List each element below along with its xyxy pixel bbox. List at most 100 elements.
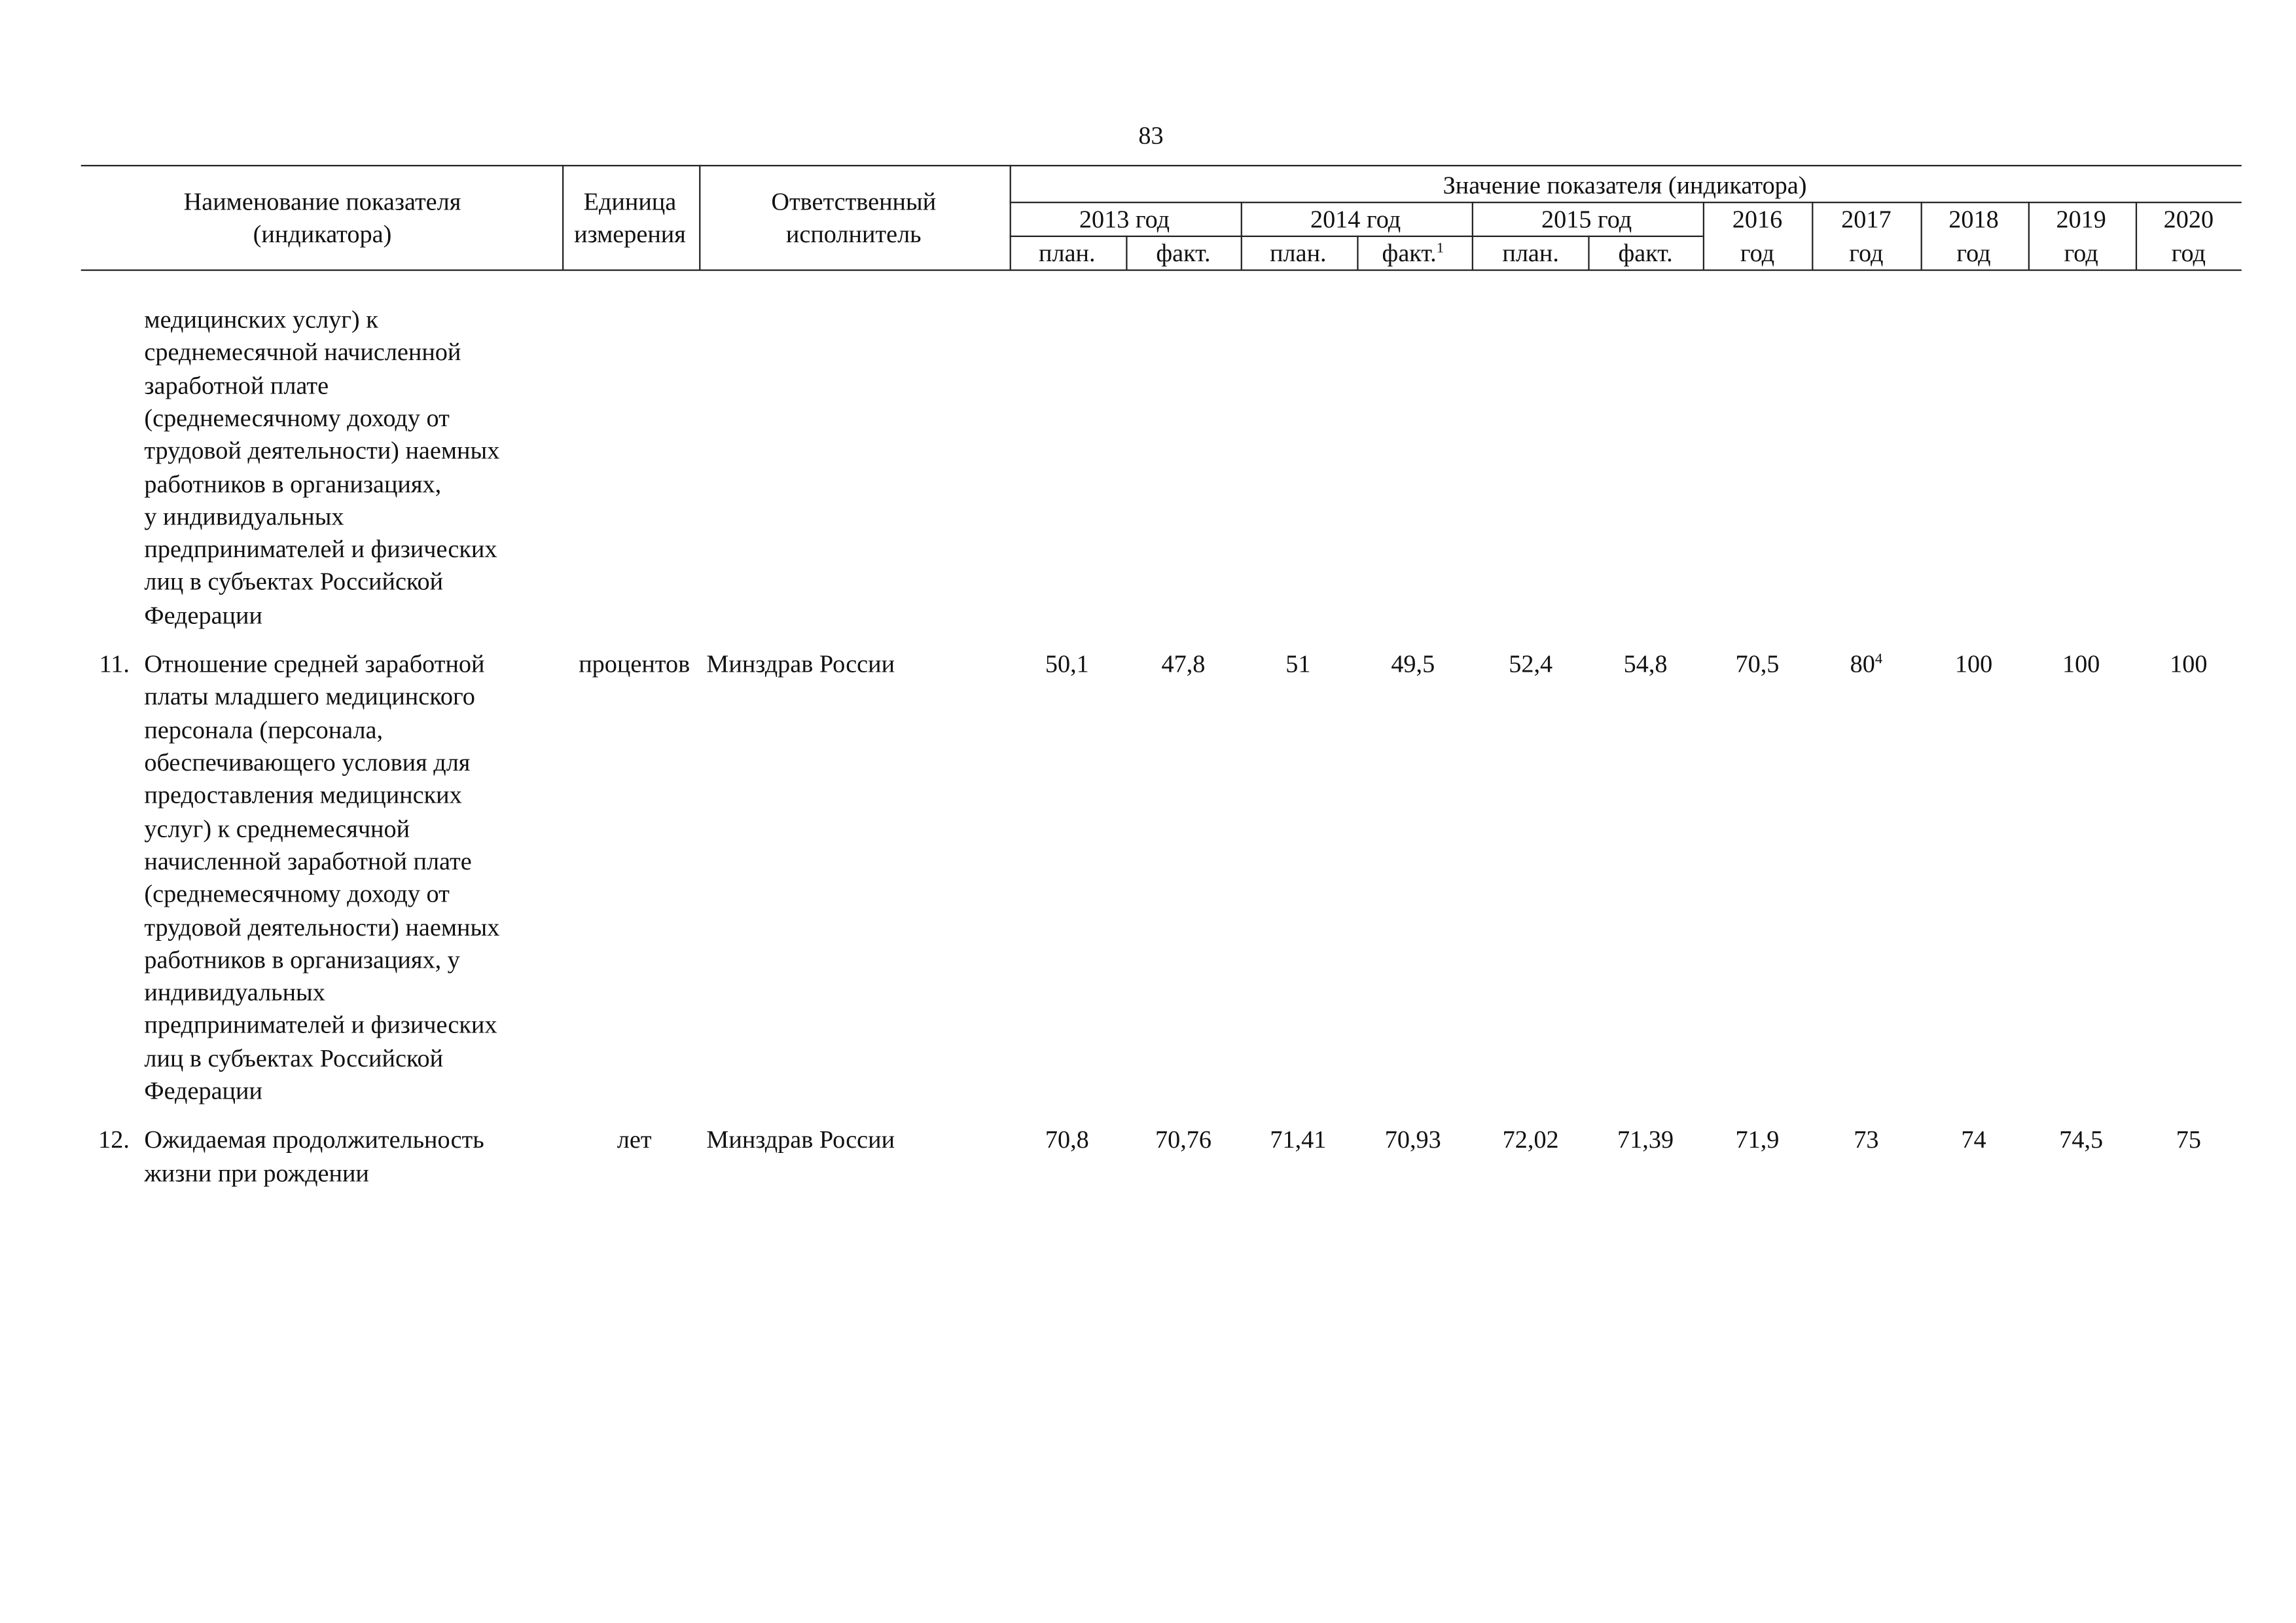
row-value: 70,76 bbox=[1155, 1127, 1211, 1152]
header-executor: Ответственный bbox=[771, 187, 937, 216]
row-name: жизни при рождении bbox=[144, 1159, 369, 1187]
rule bbox=[1126, 235, 1128, 270]
footnote-mark: 4 bbox=[1874, 651, 1883, 668]
header-subhead: план. bbox=[1039, 241, 1096, 266]
row-name: предпринимателей и физических bbox=[144, 1011, 497, 1040]
cell-text: 54,8 bbox=[1623, 650, 1668, 678]
row-value: 100 bbox=[1955, 651, 1992, 676]
cell-text: 51 bbox=[1285, 650, 1311, 678]
cell-text: 71,41 bbox=[1270, 1126, 1327, 1154]
header-year-unit: год bbox=[2064, 239, 2098, 268]
cell-text: 100 bbox=[2170, 650, 2208, 678]
header-name: Наименование показателя bbox=[183, 187, 461, 216]
row-name: персонала (персонала, bbox=[144, 716, 384, 744]
cell-text: факт. bbox=[1156, 239, 1211, 268]
cell-text: 70,8 bbox=[1045, 1126, 1089, 1154]
rule bbox=[1009, 235, 1703, 238]
header-year: 2019 bbox=[2056, 205, 2106, 234]
rule bbox=[1920, 202, 1922, 270]
row-name: медицинских услуг) к bbox=[144, 305, 378, 334]
row-name: Отношение средней заработной bbox=[144, 650, 485, 678]
row-value: 73 bbox=[1854, 1127, 1878, 1152]
cell-text: 75 bbox=[2176, 1126, 2201, 1154]
row-name: (среднемесячному доходу от bbox=[144, 880, 450, 908]
row-name: лиц в субъектах Российской bbox=[144, 1044, 444, 1072]
row-value: 75 bbox=[2176, 1127, 2201, 1152]
row-value: 70,5 bbox=[1736, 651, 1780, 676]
header-year-unit: год bbox=[2171, 239, 2206, 268]
rule bbox=[1471, 202, 1473, 270]
cell-text: 49,5 bbox=[1391, 650, 1435, 678]
row-value: 71,39 bbox=[1617, 1127, 1674, 1152]
rule bbox=[1240, 202, 1242, 270]
cell-text: план. bbox=[1502, 239, 1559, 268]
rule bbox=[562, 164, 564, 270]
cell-text: план. bbox=[1039, 239, 1096, 268]
row-name: Федерации bbox=[144, 1076, 262, 1105]
rule bbox=[1812, 202, 1814, 270]
row-name: индивидуальных bbox=[144, 978, 325, 1007]
row-name: предпринимателей и физических bbox=[144, 535, 497, 564]
cell-text: 70,76 bbox=[1155, 1126, 1211, 1154]
row-name: услуг) к среднемесячной bbox=[144, 814, 410, 843]
row-name: обеспечивающего условия для bbox=[144, 748, 471, 777]
row-value: 74 bbox=[1961, 1127, 1986, 1152]
cell-text: 72,02 bbox=[1502, 1126, 1559, 1154]
header-year-unit: год bbox=[1740, 239, 1775, 268]
header-year: 2015 год bbox=[1541, 205, 1632, 234]
row-value: 54,8 bbox=[1624, 651, 1668, 676]
header-name: (индикатора) bbox=[253, 220, 392, 248]
cell-text: 100 bbox=[1954, 650, 1993, 678]
row-value: 72,02 bbox=[1503, 1127, 1559, 1152]
row-name: трудовой деятельности) наемных bbox=[144, 913, 500, 941]
header-values-title: Значение показателя (индикатора) bbox=[1443, 171, 1807, 200]
row-name: трудовой деятельности) наемных bbox=[144, 437, 500, 465]
rule bbox=[1702, 202, 1705, 270]
page-number: 83 bbox=[1138, 121, 1164, 150]
cell-text: 47,8 bbox=[1161, 650, 1206, 678]
row-executor: Минздрав России bbox=[706, 1126, 895, 1154]
header-subhead: факт.1 bbox=[1382, 241, 1444, 266]
header-subhead: план. bbox=[1270, 241, 1327, 266]
cell-text: факт. bbox=[1382, 239, 1437, 268]
header-year: 2020 bbox=[2163, 205, 2214, 234]
row-value: 804 bbox=[1850, 651, 1882, 676]
header-unit: Единица bbox=[583, 187, 677, 216]
rule bbox=[1009, 164, 1011, 270]
cell-text: 50,1 bbox=[1045, 650, 1089, 678]
row-value: 71,9 bbox=[1736, 1127, 1780, 1152]
row-name: заработной плате bbox=[144, 371, 329, 399]
header-year: 2017 bbox=[1841, 205, 1892, 234]
cell-text: факт. bbox=[1618, 239, 1673, 268]
row-value: 51 bbox=[1285, 651, 1310, 676]
header-year: 2016 bbox=[1732, 205, 1783, 234]
row-value: 74,5 bbox=[2059, 1127, 2103, 1152]
row-name: платы младшего медицинского bbox=[144, 683, 475, 711]
cell-text: 73 bbox=[1854, 1126, 1879, 1154]
row-value: 49,5 bbox=[1391, 651, 1435, 676]
rule bbox=[1588, 235, 1590, 270]
row-value: 52,4 bbox=[1509, 651, 1552, 676]
row-name: у индивидуальных bbox=[144, 502, 344, 531]
rule bbox=[699, 164, 701, 270]
rule bbox=[1009, 202, 2242, 204]
rule bbox=[1357, 235, 1359, 270]
header-subhead: факт. bbox=[1156, 241, 1210, 266]
header-year: 2018 bbox=[1948, 205, 1999, 234]
cell-text: 52,4 bbox=[1509, 650, 1553, 678]
row-name: предоставления медицинских bbox=[144, 781, 462, 810]
row-value: 47,8 bbox=[1162, 651, 1206, 676]
row-name: Ожидаемая продолжительность bbox=[144, 1126, 484, 1154]
header-year: 2013 год bbox=[1079, 205, 1170, 234]
header-subhead: план. bbox=[1502, 241, 1559, 266]
cell-text: план. bbox=[1270, 239, 1327, 268]
cell-text: 100 bbox=[2062, 650, 2100, 678]
row-name: среднемесячной начисленной bbox=[144, 338, 461, 367]
header-unit: измерения bbox=[574, 220, 686, 248]
row-name: (среднемесячному доходу от bbox=[144, 404, 450, 432]
cell-text: 71,39 bbox=[1617, 1126, 1674, 1154]
cell-text: 70,93 bbox=[1384, 1126, 1441, 1154]
row-unit: лет bbox=[617, 1126, 652, 1154]
header-year-unit: год bbox=[1849, 239, 1884, 268]
